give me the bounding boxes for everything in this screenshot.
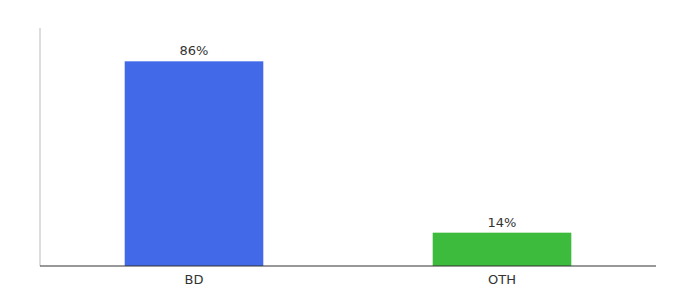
chart-container: BD OTH 86% 14% xyxy=(0,0,680,300)
bar xyxy=(433,233,572,266)
data-label: 14% xyxy=(488,215,517,230)
data-label: 86% xyxy=(180,43,209,58)
x-tick-label: BD xyxy=(185,272,204,287)
chart-svg: BD OTH 86% 14% xyxy=(0,0,680,300)
y-axis-line xyxy=(40,28,41,266)
bar xyxy=(125,61,264,266)
x-axis-line xyxy=(40,265,656,266)
bars xyxy=(125,61,572,266)
x-tick-label: OTH xyxy=(488,272,516,287)
